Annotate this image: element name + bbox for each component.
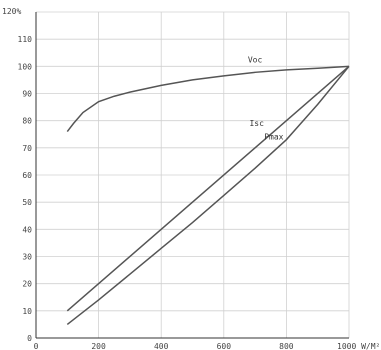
series-line-voc [66, 65, 350, 132]
grid [36, 11, 350, 338]
series-label-isc: Isc [249, 119, 264, 128]
x-tick-label-400: 400 [154, 342, 169, 350]
x-tick-label-1000: 1000 W/M² [337, 342, 380, 350]
y-tick-label-50: 50 [22, 198, 32, 207]
x-tick-label-600: 600 [217, 342, 232, 350]
y-tick-label-20: 20 [22, 280, 32, 289]
y-tick-label-70: 70 [22, 144, 32, 153]
y-tick-label-120: 120% [2, 7, 21, 16]
series-label-pmax: Pmax [264, 133, 283, 142]
y-tick-label-80: 80 [22, 117, 32, 126]
y-tick-label-30: 30 [22, 253, 32, 262]
y-tick-label-40: 40 [22, 225, 32, 234]
x-tick-label-0: 0 [34, 342, 39, 350]
y-tick-label-90: 90 [22, 90, 32, 99]
series-label-voc: Voc [248, 55, 263, 64]
series-line-pmax [66, 65, 350, 326]
y-tick-label-0: 0 [27, 334, 32, 343]
y-tick-label-60: 60 [22, 171, 32, 180]
series-line-isc [66, 65, 350, 312]
axes [35, 12, 349, 339]
x-tick-label-800: 800 [279, 342, 294, 350]
y-tick-label-10: 10 [22, 307, 32, 316]
tick-labels: 0 10 20 30 40 50 60 70 80 90 100 110 120% 0 200 400 600 8… [2, 7, 380, 350]
y-tick-label-110: 110 [18, 35, 33, 44]
x-tick-label-200: 200 [91, 342, 106, 350]
y-tick-label-100: 100 [18, 62, 33, 71]
series-lines [66, 65, 350, 326]
